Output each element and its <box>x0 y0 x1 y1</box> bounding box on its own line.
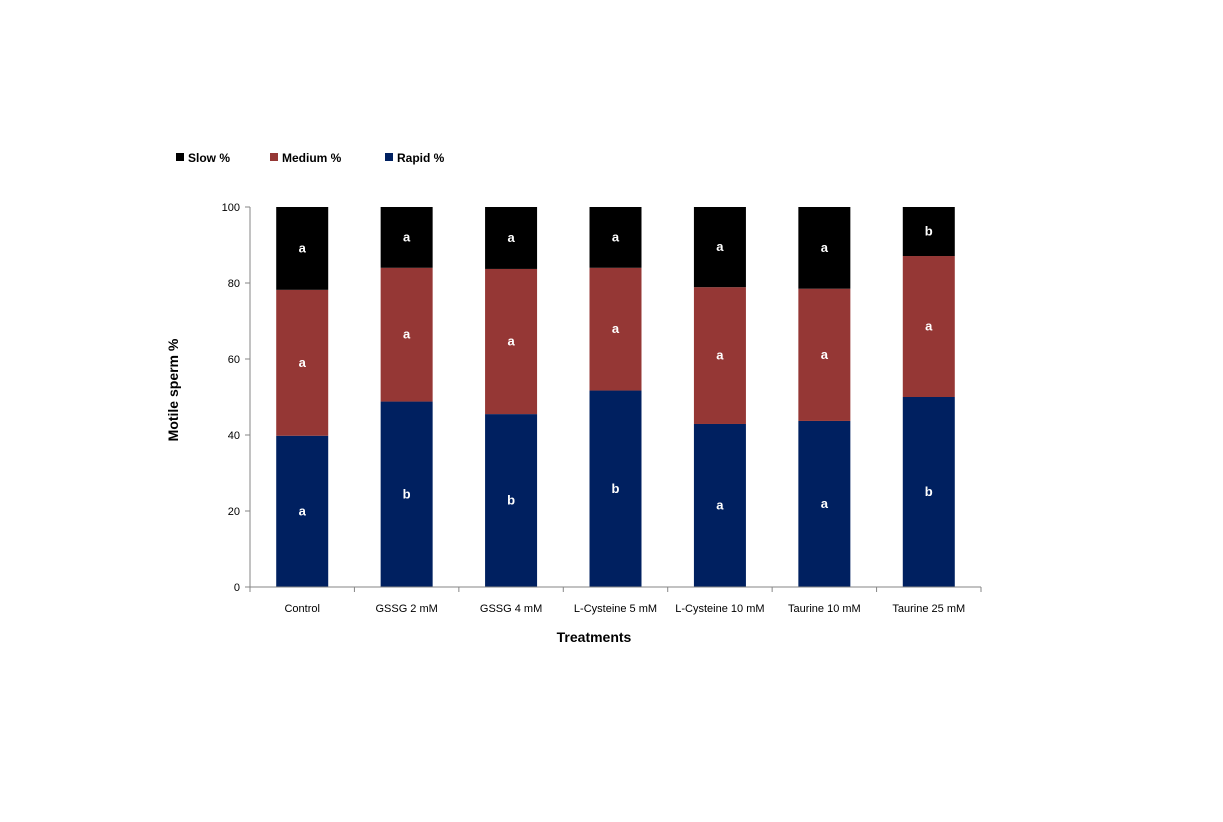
bar-segment-medium <box>485 268 538 415</box>
y-tick-label: 40 <box>228 430 240 442</box>
significance-label: a <box>821 240 829 255</box>
x-tick-label: L-Cysteine 5 mM <box>574 603 657 615</box>
significance-label: b <box>925 484 933 499</box>
bar-segment-medium <box>798 288 851 421</box>
bar-segment-medium <box>902 256 955 397</box>
significance-label: b <box>403 486 411 501</box>
bars: a a a b a a b a a b a a a a a a a a b a b <box>276 207 955 587</box>
bar-segment-rapid <box>589 390 642 587</box>
significance-label: a <box>507 334 515 349</box>
bar-segment-rapid <box>798 420 851 587</box>
significance-label: a <box>299 503 307 518</box>
significance-label: b <box>612 481 620 496</box>
legend-label: Slow % <box>188 151 230 165</box>
bar-segment-slow <box>693 207 746 288</box>
legend: Slow % Medium % Rapid % <box>176 151 445 165</box>
bar-segment-slow <box>902 207 955 257</box>
significance-label: a <box>925 319 933 334</box>
significance-label: a <box>716 497 724 512</box>
y-tick-label: 80 <box>228 278 240 290</box>
bar-segment-rapid <box>693 423 746 587</box>
significance-label: a <box>403 229 411 244</box>
significance-label: a <box>716 348 724 363</box>
bar-segment-rapid <box>276 435 329 587</box>
significance-label: a <box>821 347 829 362</box>
y-tick-label: 100 <box>222 202 240 214</box>
significance-label: b <box>925 224 933 239</box>
bar-segment-medium <box>589 267 642 391</box>
significance-label: a <box>612 321 620 336</box>
bar-segment-rapid <box>380 401 433 587</box>
significance-label: a <box>299 240 307 255</box>
significance-label: b <box>507 493 515 508</box>
x-tick-label: Control <box>284 603 319 615</box>
bar-segment-medium <box>693 287 746 424</box>
significance-label: a <box>507 230 515 245</box>
y-axis: 0 20 40 60 80 100 <box>222 202 251 594</box>
bar-segment-rapid <box>485 414 538 587</box>
x-axis: Control GSSG 2 mM GSSG 4 mM L-Cysteine 5 mM… <box>249 586 982 615</box>
legend-label: Medium % <box>282 151 342 165</box>
bar-segment-slow <box>589 207 642 268</box>
legend-swatch <box>176 153 184 161</box>
bar-segment-slow <box>798 207 851 289</box>
x-tick-label: Taurine 25 mM <box>892 603 965 615</box>
y-tick-label: 60 <box>228 354 240 366</box>
y-axis-title: Motile sperm % <box>165 338 181 441</box>
legend-swatch <box>270 153 278 161</box>
significance-label: a <box>299 355 307 370</box>
legend-swatch <box>385 153 393 161</box>
bar-segment-rapid <box>902 397 955 587</box>
y-tick-label: 20 <box>228 506 240 518</box>
bar-segment-medium <box>276 289 329 436</box>
x-tick-label: L-Cysteine 10 mM <box>675 603 764 615</box>
x-tick-label: GSSG 2 mM <box>375 603 437 615</box>
bar-segment-slow <box>485 207 538 269</box>
bar-segment-slow <box>380 207 433 268</box>
bar-segment-slow <box>276 207 329 290</box>
legend-label: Rapid % <box>397 151 445 165</box>
x-tick-label: Taurine 10 mM <box>788 603 861 615</box>
x-axis-title: Treatments <box>557 629 632 645</box>
significance-label: a <box>403 327 411 342</box>
significance-label: a <box>612 229 620 244</box>
y-tick-label: 0 <box>234 582 240 594</box>
bar-segment-medium <box>380 267 433 402</box>
x-tick-label: GSSG 4 mM <box>480 603 542 615</box>
significance-label: a <box>716 239 724 254</box>
significance-label: a <box>821 496 829 511</box>
